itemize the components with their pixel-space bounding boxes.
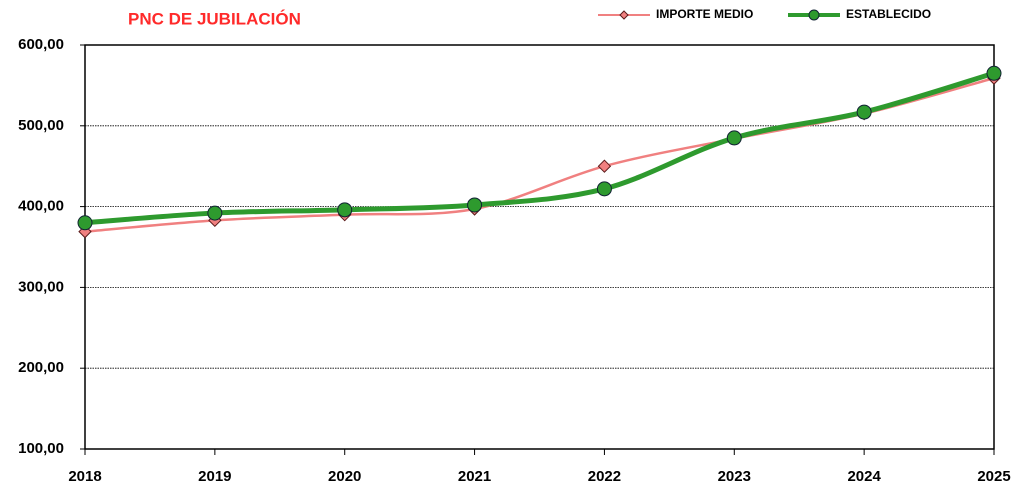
plot-border [84,44,995,450]
y-tick-label: 500,00 [18,117,64,134]
x-tick-label: 2024 [847,468,881,485]
marker [856,104,872,120]
chart-title: PNC DE JUBILACIÓN [128,9,301,28]
x-tick-label: 2019 [198,468,231,485]
marker [726,130,742,146]
x-tick-label: 2023 [718,468,751,485]
y-tick-label: 600,00 [18,36,64,53]
y-tick-label: 100,00 [18,440,64,457]
marker [619,10,629,20]
marker [207,205,223,221]
x-tick-label: 2018 [68,468,101,485]
series-line [84,76,995,233]
y-tick-label: 200,00 [18,359,64,376]
x-tick-label: 2021 [458,468,491,485]
y-tick-label: 400,00 [18,198,64,215]
marker [597,159,612,173]
marker [596,181,612,197]
marker [808,9,820,21]
marker [467,197,483,213]
marker [337,202,353,218]
series-line [84,70,995,226]
x-tick-label: 2022 [588,468,621,485]
legend-label: ESTABLECIDO [846,7,931,21]
legend-label: IMPORTE MEDIO [656,7,753,21]
marker [77,215,93,231]
marker [986,65,1002,81]
x-tick-label: 2020 [328,468,361,485]
y-tick-label: 300,00 [18,278,64,295]
x-tick-label: 2025 [977,468,1010,485]
